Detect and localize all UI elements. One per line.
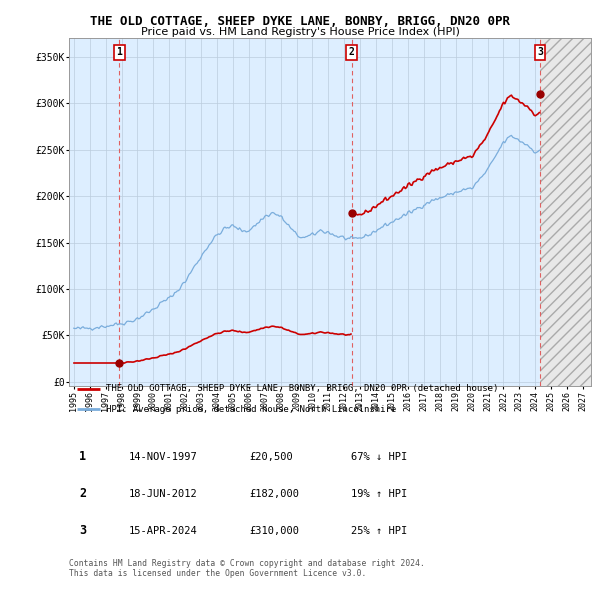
Text: 18-JUN-2012: 18-JUN-2012 (129, 489, 198, 499)
Text: 3: 3 (537, 47, 543, 57)
Text: £182,000: £182,000 (249, 489, 299, 499)
Text: HPI: Average price, detached house, North Lincolnshire: HPI: Average price, detached house, Nort… (106, 405, 396, 414)
Text: Price paid vs. HM Land Registry's House Price Index (HPI): Price paid vs. HM Land Registry's House … (140, 27, 460, 37)
Text: 3: 3 (79, 525, 86, 537)
Text: £20,500: £20,500 (249, 452, 293, 461)
Text: 1: 1 (116, 47, 122, 57)
Text: £310,000: £310,000 (249, 526, 299, 536)
Text: THE OLD COTTAGE, SHEEP DYKE LANE, BONBY, BRIGG, DN20 0PR: THE OLD COTTAGE, SHEEP DYKE LANE, BONBY,… (90, 15, 510, 28)
Text: 19% ↑ HPI: 19% ↑ HPI (351, 489, 407, 499)
Text: 25% ↑ HPI: 25% ↑ HPI (351, 526, 407, 536)
Text: 67% ↓ HPI: 67% ↓ HPI (351, 452, 407, 461)
Text: 2: 2 (79, 487, 86, 500)
Text: 15-APR-2024: 15-APR-2024 (129, 526, 198, 536)
Text: 2: 2 (349, 47, 355, 57)
Text: 14-NOV-1997: 14-NOV-1997 (129, 452, 198, 461)
Text: Contains HM Land Registry data © Crown copyright and database right 2024.: Contains HM Land Registry data © Crown c… (69, 559, 425, 568)
Text: This data is licensed under the Open Government Licence v3.0.: This data is licensed under the Open Gov… (69, 569, 367, 578)
Bar (540, 38, 591, 386)
Text: 1: 1 (79, 450, 86, 463)
Bar (540, 38, 591, 386)
Text: THE OLD COTTAGE, SHEEP DYKE LANE, BONBY, BRIGG, DN20 0PR (detached house): THE OLD COTTAGE, SHEEP DYKE LANE, BONBY,… (106, 384, 498, 393)
